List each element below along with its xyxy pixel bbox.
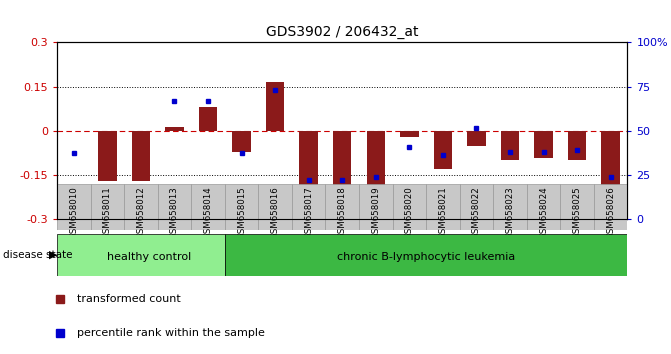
- Bar: [57, 234, 225, 276]
- Text: GSM658020: GSM658020: [405, 187, 414, 239]
- Bar: [258, 184, 292, 230]
- Bar: [225, 234, 627, 276]
- Text: GSM658010: GSM658010: [69, 187, 79, 239]
- Text: GSM658021: GSM658021: [438, 187, 448, 239]
- Bar: [568, 131, 586, 160]
- Text: ▶: ▶: [49, 250, 58, 260]
- Bar: [527, 184, 560, 230]
- Text: GSM658016: GSM658016: [270, 187, 280, 239]
- Bar: [400, 131, 419, 137]
- Text: chronic B-lymphocytic leukemia: chronic B-lymphocytic leukemia: [337, 252, 515, 262]
- Bar: [191, 184, 225, 230]
- Bar: [359, 184, 393, 230]
- Bar: [98, 131, 117, 181]
- Bar: [501, 131, 519, 160]
- Text: GSM658017: GSM658017: [304, 187, 313, 239]
- Bar: [299, 131, 318, 211]
- Bar: [57, 184, 91, 230]
- Bar: [232, 131, 251, 152]
- Text: disease state: disease state: [3, 250, 73, 260]
- Bar: [366, 131, 385, 187]
- Bar: [493, 184, 527, 230]
- Bar: [594, 184, 627, 230]
- Text: GSM658012: GSM658012: [136, 187, 146, 239]
- Bar: [292, 184, 325, 230]
- Text: healthy control: healthy control: [107, 252, 191, 262]
- Bar: [467, 131, 486, 146]
- Text: GSM658023: GSM658023: [505, 187, 515, 239]
- Bar: [534, 131, 553, 158]
- Text: percentile rank within the sample: percentile rank within the sample: [77, 328, 265, 338]
- Bar: [266, 82, 285, 131]
- Text: GSM658024: GSM658024: [539, 187, 548, 239]
- Bar: [460, 184, 493, 230]
- Text: GSM658011: GSM658011: [103, 187, 112, 239]
- Text: GSM658019: GSM658019: [371, 187, 380, 239]
- Bar: [325, 184, 359, 230]
- Bar: [124, 184, 158, 230]
- Text: GSM658026: GSM658026: [606, 187, 615, 239]
- Text: GSM658015: GSM658015: [237, 187, 246, 239]
- Bar: [91, 184, 124, 230]
- Bar: [165, 127, 184, 131]
- Title: GDS3902 / 206432_at: GDS3902 / 206432_at: [266, 25, 419, 39]
- Bar: [132, 131, 150, 181]
- Bar: [158, 184, 191, 230]
- Text: GSM658013: GSM658013: [170, 187, 179, 239]
- Text: GSM658025: GSM658025: [572, 187, 582, 239]
- Bar: [433, 131, 452, 169]
- Text: GSM658014: GSM658014: [203, 187, 213, 239]
- Text: GSM658022: GSM658022: [472, 187, 481, 239]
- Text: GSM658018: GSM658018: [338, 187, 347, 239]
- Bar: [393, 184, 426, 230]
- Bar: [560, 184, 594, 230]
- Bar: [426, 184, 460, 230]
- Bar: [333, 131, 352, 190]
- Text: transformed count: transformed count: [77, 295, 181, 304]
- Bar: [199, 107, 217, 131]
- Bar: [601, 131, 620, 196]
- Bar: [225, 184, 258, 230]
